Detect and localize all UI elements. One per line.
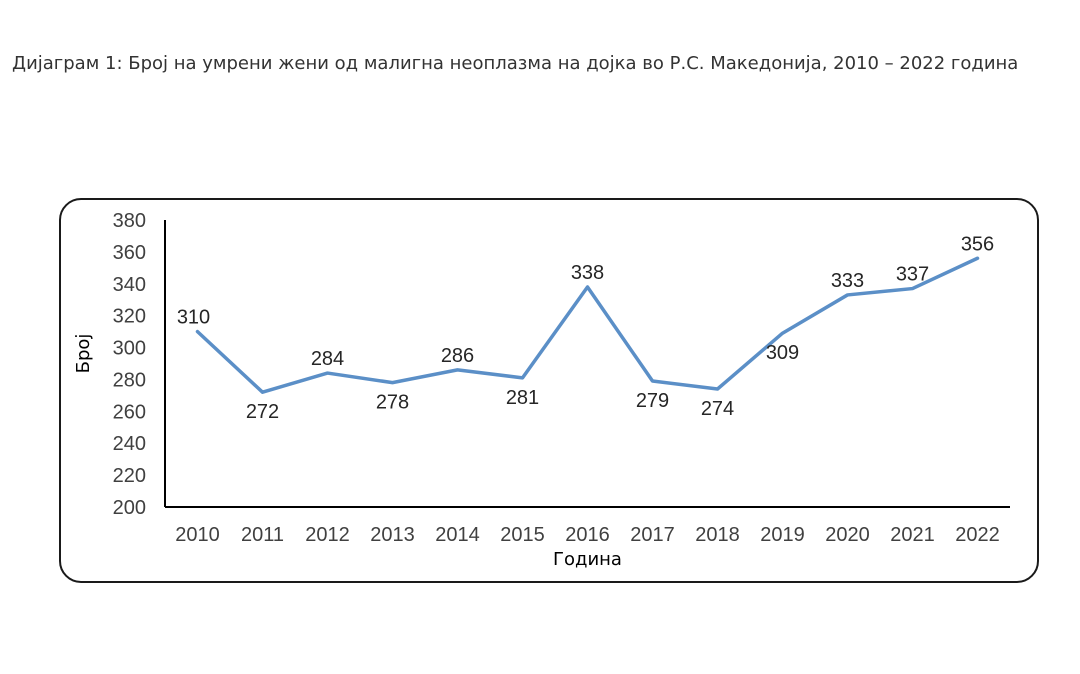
x-tick-label: 2018 <box>695 524 740 546</box>
data-label: 356 <box>961 233 994 255</box>
data-label: 274 <box>701 398 734 420</box>
x-tick-label: 2013 <box>370 524 415 546</box>
x-tick-label: 2021 <box>890 524 935 546</box>
series-line <box>195 256 980 394</box>
x-tick-label: 2011 <box>241 524 284 546</box>
data-label: 333 <box>831 270 864 292</box>
data-label: 281 <box>506 387 539 409</box>
x-tick-label: 2012 <box>305 524 350 546</box>
x-axis-title: Година <box>553 549 622 570</box>
data-label: 337 <box>896 264 929 286</box>
data-label: 272 <box>246 401 279 423</box>
y-tick-label: 200 <box>113 497 146 519</box>
data-labels: 310 272 284 278 286 281 338 279 274 309 333 337 356 <box>177 233 994 423</box>
data-label: 278 <box>376 392 409 414</box>
x-axis-ticks: 2010 2011 2012 2013 2014 2015 2016 2017 2018 2019… <box>175 524 1000 546</box>
data-label: 279 <box>636 390 669 412</box>
y-tick-label: 220 <box>113 465 146 487</box>
data-label: 310 <box>177 307 210 329</box>
y-axis-ticks: 200 220 240 260 280 300 320 340 360 380 <box>113 210 146 519</box>
y-tick-label: 280 <box>113 369 146 391</box>
data-label: 338 <box>571 262 604 284</box>
y-tick-label: 360 <box>113 242 146 264</box>
x-tick-label: 2022 <box>955 524 1000 546</box>
data-label: 309 <box>766 342 799 364</box>
x-tick-label: 2015 <box>500 524 545 546</box>
x-tick-label: 2014 <box>435 524 480 546</box>
x-tick-label: 2016 <box>565 524 610 546</box>
y-axis-title: Број <box>73 334 94 374</box>
y-tick-label: 380 <box>113 210 146 232</box>
x-tick-label: 2010 <box>175 524 220 546</box>
x-tick-label: 2020 <box>825 524 870 546</box>
y-tick-label: 320 <box>113 306 146 328</box>
chart-heading: Дијаграм 1: Број на умрени жени од малиг… <box>12 53 1019 74</box>
data-label: 286 <box>441 345 474 367</box>
x-tick-label: 2017 <box>630 524 675 546</box>
chart-frame <box>59 198 1039 583</box>
data-label: 284 <box>311 348 344 370</box>
y-tick-label: 240 <box>113 433 146 455</box>
y-tick-label: 300 <box>113 338 146 360</box>
x-tick-label: 2019 <box>760 524 805 546</box>
y-tick-label: 340 <box>113 274 146 296</box>
y-tick-label: 260 <box>113 401 146 423</box>
